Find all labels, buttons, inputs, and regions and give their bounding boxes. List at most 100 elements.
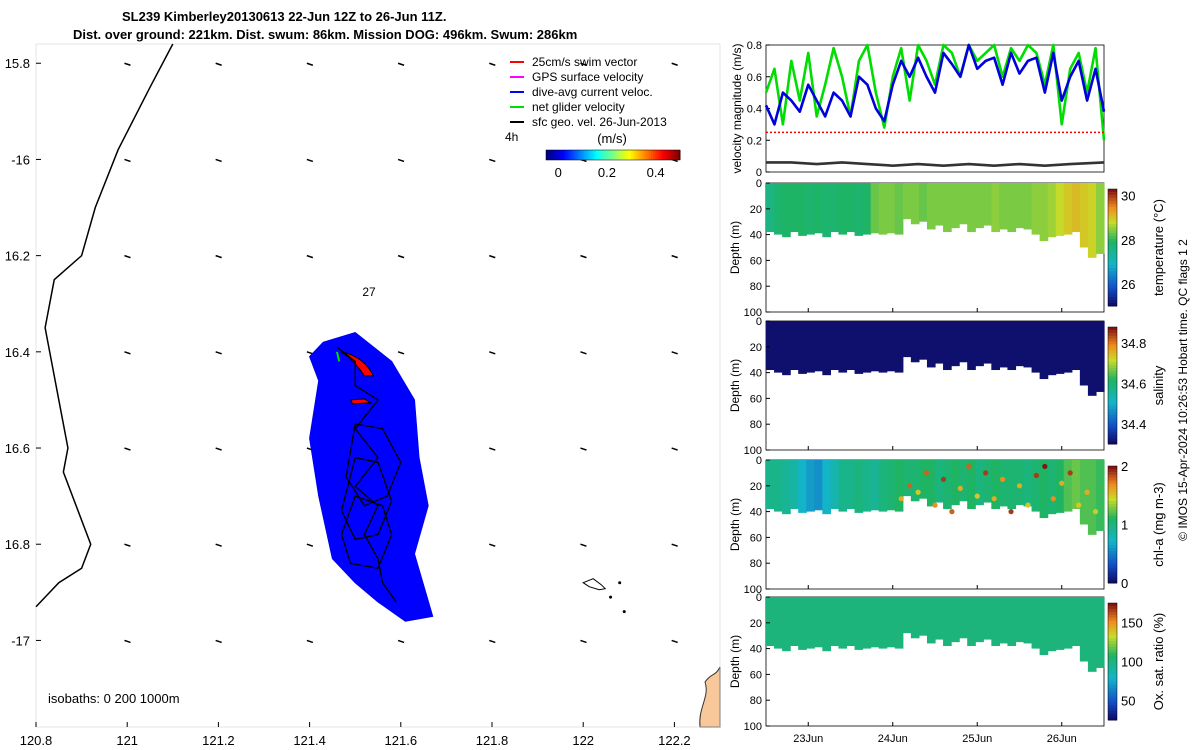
section-hotspot [957,485,963,491]
colorbar-cell [1108,432,1117,436]
section-cell [1039,321,1049,380]
section-hotspot [1000,476,1006,482]
colorbar-cell [1108,411,1117,416]
colorbar-cell [568,150,572,160]
section-x-tick-label: 26Jun [1047,733,1077,745]
section-hotspot [915,489,921,495]
colorbar-cell [1108,276,1117,281]
colorbar-cell [635,150,639,160]
section-cell [1031,460,1041,512]
colorbar-cell [557,150,560,160]
section-cell [975,321,984,367]
section-cell [838,321,848,373]
section-cell [1063,597,1073,649]
colorbar-cell [668,150,672,160]
glider-track-loop [345,423,402,507]
legend-label: dive-avg current veloc. [532,85,653,99]
geo-arrow [215,639,222,644]
colorbar-cell [608,150,612,160]
section-cell [967,597,976,647]
colorbar-cell [1108,405,1117,410]
colorbar-cell [1108,524,1117,528]
section-cell [991,597,1000,647]
section-x-tick-label: 23Jun [793,733,823,745]
colorbar-cell [1108,229,1117,234]
section-cell [886,321,896,372]
colorbar-cell [1108,238,1117,243]
colorbar-tick-label: 0.2 [598,165,616,180]
colorbar-cell [1108,521,1117,525]
section-cell [846,183,856,233]
geo-arrow [215,447,222,451]
section-hotspot [1059,480,1065,486]
colorbar-cell [1108,708,1117,712]
geo-arrow [215,351,222,355]
colorbar-cell [1108,649,1117,654]
section-cell [975,597,984,643]
section-cell [894,321,904,373]
geo-arrow [306,543,314,547]
colorbar-cell [626,150,630,160]
section-cell [782,597,791,652]
section-cell [983,183,992,226]
section-cell [822,460,831,515]
section-cell [983,597,992,640]
section-cell [1071,460,1081,510]
colorbar-cell [1108,614,1117,619]
colorbar-tick-label: 34.6 [1121,376,1146,391]
section-cell [926,460,936,507]
colorbar-cell [1108,265,1117,269]
section-hotspot [1008,509,1014,515]
colorbar-cell [1108,244,1117,248]
colorbar-cell [1108,495,1117,499]
legend-label: net glider velocity [532,100,625,114]
legend-label: GPS surface velocity [532,70,643,84]
section-cell [894,460,904,512]
colorbar-cell [1108,641,1117,645]
colorbar-cell [666,150,670,160]
section-cell [806,183,815,235]
section-cell [846,460,856,510]
section-cell [935,183,944,226]
colorbar-cell [1108,577,1117,581]
geo-arrow [671,62,678,66]
colorbar-tick-label: 2 [1121,459,1128,474]
colorbar-cell [581,150,585,160]
colorbar-cell [595,150,598,160]
colorbar-cell [1108,270,1117,275]
colorbar-cell [597,150,601,160]
colorbar-cell [648,150,652,160]
colorbar-cell [1108,385,1117,389]
colorbar-cell [1108,285,1117,289]
colorbar-cell [642,150,645,160]
section-cell [991,460,1000,510]
swim-vectors [341,351,375,377]
colorbar-cell [1108,338,1117,343]
colorbar-cell [650,150,654,160]
time-label: 4h [505,130,518,144]
geo-arrow [580,639,587,644]
y-tick-label: 15.8 [5,56,30,71]
section-y-tick-label: 0 [756,592,762,604]
section-y-tick-label: 100 [744,721,762,733]
colorbar-cell [639,150,643,160]
colorbar-label: salinity [1151,365,1166,405]
section-cell [822,597,831,652]
section-cell [886,460,896,511]
section-cell [1015,460,1025,506]
section-cell [766,460,775,510]
colorbar-cell [1108,605,1117,610]
colorbar-cell [1108,262,1117,266]
section-cell [967,183,976,233]
section-cell [878,321,888,373]
section-cell [991,321,1000,371]
section-y-tick-label: 80 [750,419,762,431]
y-tick-label: 16.4 [5,345,30,360]
colorbar-cell [1108,655,1117,660]
colorbar-cell [1108,241,1117,246]
section-cell [910,321,920,363]
section-cell [870,183,880,234]
section-cell [894,597,904,649]
section-y-tick-label: 20 [750,481,762,493]
